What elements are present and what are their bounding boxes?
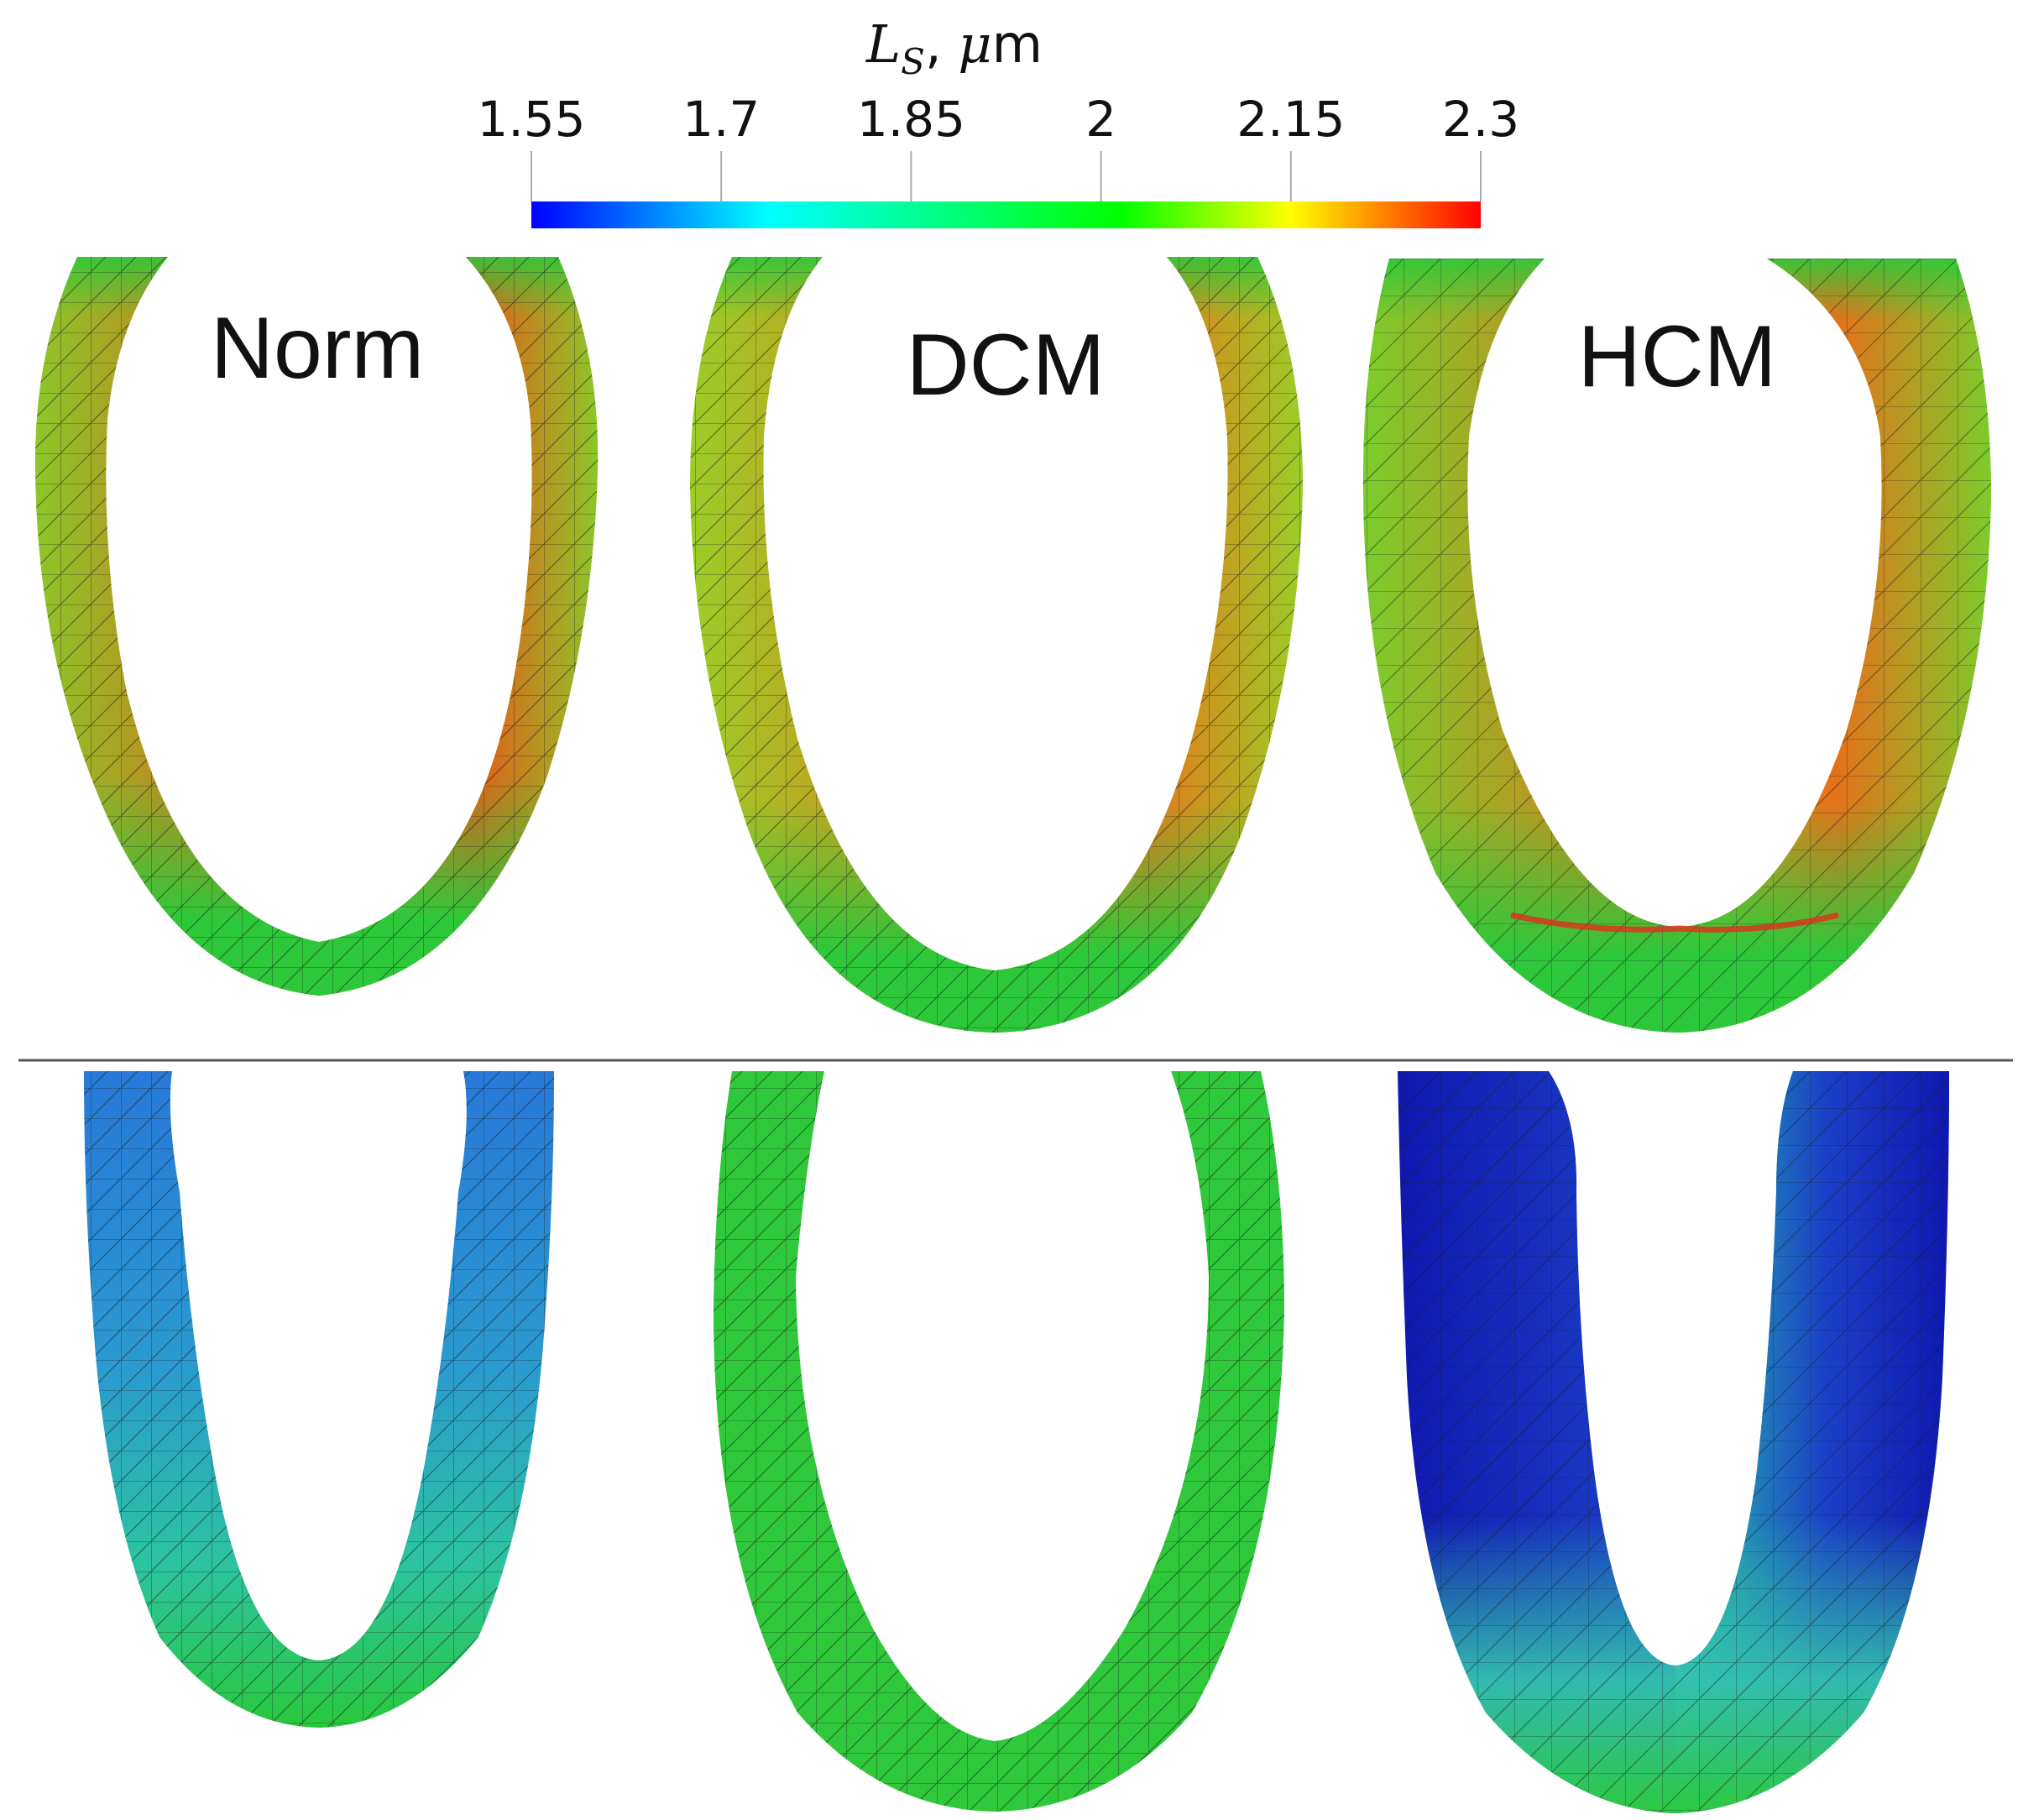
dcm-systole-mesh <box>714 1071 1284 1812</box>
colorbar-title-subscript: S <box>901 41 925 82</box>
colorbar-title-sep: , <box>925 13 958 75</box>
panel-label-norm: Norm <box>211 300 424 397</box>
colorbar-tick-label: 2 <box>1085 91 1116 148</box>
hcm-systole-mesh <box>1398 1071 1949 1813</box>
colorbar-tick-label: 1.7 <box>682 91 760 148</box>
colorbar-tick-label: 2.15 <box>1236 91 1345 148</box>
colorbar-gradient <box>531 201 1481 228</box>
dcm-diastole-mesh <box>690 257 1303 1033</box>
colorbar: LS, μm 1.55 1.7 1.85 2 2.15 2.3 <box>477 13 1519 228</box>
panel-label-hcm: HCM <box>1578 308 1777 405</box>
colorbar-tick-label: 2.3 <box>1442 91 1519 148</box>
colorbar-title-mu: μ <box>958 13 991 75</box>
colorbar-tick-label: 1.85 <box>857 91 965 148</box>
panel-label-dcm: DCM <box>907 316 1106 414</box>
norm-systole-mesh <box>84 1071 554 1728</box>
colorbar-title: LS, μm <box>865 13 1043 82</box>
colorbar-title-symbol: L <box>865 13 901 75</box>
colorbar-title-unit: m <box>992 13 1043 75</box>
norm-diastole-mesh <box>34 257 599 996</box>
colorbar-tick-label: 1.55 <box>477 91 585 148</box>
colorbar-ticks: 1.55 1.7 1.85 2 2.15 2.3 <box>477 91 1519 201</box>
hcm-diastole-mesh <box>1362 259 1991 1033</box>
